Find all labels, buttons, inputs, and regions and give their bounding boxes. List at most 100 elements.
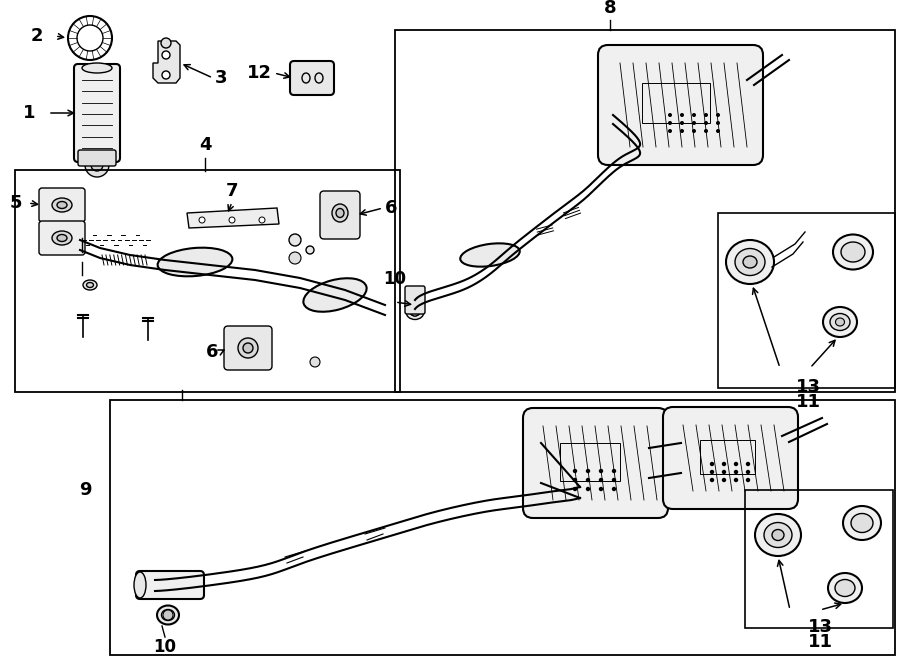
FancyBboxPatch shape [663,407,798,509]
Text: 11: 11 [807,633,833,651]
FancyBboxPatch shape [523,408,668,518]
Circle shape [746,462,751,466]
Ellipse shape [843,506,881,540]
Text: 8: 8 [604,0,617,17]
FancyBboxPatch shape [598,45,763,165]
Text: 6: 6 [385,199,398,217]
Circle shape [704,129,708,133]
Ellipse shape [158,248,232,276]
Circle shape [199,217,205,223]
Circle shape [680,121,684,125]
FancyBboxPatch shape [39,188,85,222]
Polygon shape [187,208,279,228]
Ellipse shape [726,240,774,284]
Circle shape [704,113,708,117]
Circle shape [289,234,301,246]
Circle shape [161,38,171,48]
Ellipse shape [157,605,179,625]
Circle shape [586,478,590,483]
Ellipse shape [851,514,873,533]
Circle shape [692,129,696,133]
Circle shape [162,71,170,79]
Circle shape [722,478,726,483]
FancyBboxPatch shape [78,150,116,166]
FancyBboxPatch shape [405,286,425,314]
FancyBboxPatch shape [136,571,204,599]
Circle shape [692,113,696,117]
Bar [718,213,895,388]
Circle shape [162,51,170,59]
Ellipse shape [828,573,862,603]
Circle shape [746,470,751,474]
Ellipse shape [735,249,765,276]
Ellipse shape [830,313,850,330]
Text: 3: 3 [215,69,228,87]
Circle shape [746,478,751,483]
Ellipse shape [460,243,519,266]
Bar [700,440,755,474]
Circle shape [704,121,708,125]
Circle shape [612,486,616,491]
Bar [560,443,620,481]
Circle shape [598,486,603,491]
Ellipse shape [336,208,344,217]
Circle shape [612,469,616,473]
Polygon shape [153,41,180,83]
Ellipse shape [833,235,873,270]
Ellipse shape [841,242,865,262]
Text: 2: 2 [31,27,43,45]
Circle shape [598,478,603,483]
Circle shape [586,469,590,473]
Ellipse shape [823,307,857,337]
Circle shape [411,308,419,316]
Circle shape [91,159,103,171]
Text: 6: 6 [205,343,218,361]
Ellipse shape [243,343,253,353]
Circle shape [598,469,603,473]
Text: 13: 13 [796,378,821,396]
Circle shape [306,246,314,254]
Circle shape [710,462,715,466]
FancyBboxPatch shape [74,64,120,162]
Ellipse shape [772,529,784,541]
Circle shape [692,121,696,125]
Text: 7: 7 [226,182,239,200]
Ellipse shape [83,280,97,290]
Text: 10: 10 [383,270,407,288]
Circle shape [668,113,672,117]
Text: 1: 1 [22,104,35,122]
Circle shape [668,121,672,125]
Bar [110,400,895,655]
Text: 10: 10 [154,638,176,656]
Text: 5: 5 [10,194,22,212]
Bar [642,83,710,123]
Ellipse shape [303,278,366,312]
Circle shape [163,610,173,620]
Text: 4: 4 [199,136,212,154]
Circle shape [710,478,715,483]
Circle shape [668,129,672,133]
Circle shape [680,129,684,133]
Ellipse shape [52,231,72,245]
Ellipse shape [410,308,420,316]
Ellipse shape [161,609,175,621]
Circle shape [85,153,109,177]
Circle shape [310,357,320,367]
Circle shape [259,217,265,223]
Ellipse shape [406,305,424,319]
Circle shape [716,113,720,117]
Ellipse shape [57,202,67,208]
Circle shape [710,470,715,474]
Circle shape [572,469,577,473]
FancyBboxPatch shape [320,191,360,239]
Ellipse shape [755,514,801,556]
Circle shape [734,462,738,466]
Bar [745,490,893,628]
Circle shape [572,486,577,491]
Text: 9: 9 [79,481,92,499]
Circle shape [734,478,738,483]
Circle shape [722,462,726,466]
Circle shape [716,121,720,125]
Circle shape [229,217,235,223]
FancyBboxPatch shape [290,61,334,95]
